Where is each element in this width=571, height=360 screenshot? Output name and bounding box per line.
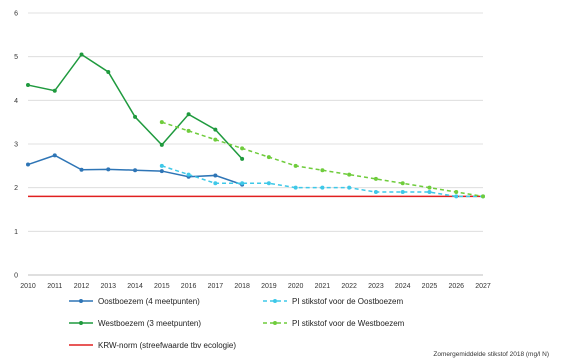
data-point (186, 172, 191, 177)
data-point (106, 167, 111, 172)
series-4 (159, 120, 485, 199)
data-point (159, 142, 164, 147)
y-tick-label: 5 (14, 54, 18, 61)
data-point (320, 185, 325, 190)
data-point (373, 176, 378, 181)
data-point (52, 88, 57, 93)
data-point (240, 156, 245, 161)
legend-label-pi-westboezem: PI stikstof voor de Westboezem (292, 318, 405, 328)
data-point (347, 185, 352, 190)
x-tick-label: 2010 (20, 283, 36, 290)
data-point (186, 112, 191, 117)
legend-krw-norm: KRW-norm (streefwaarde tbv ecologie) (68, 340, 236, 350)
legend-label-pi-oostboezem: PI stikstof voor de Oostboezem (292, 296, 404, 306)
data-point (159, 169, 164, 174)
data-point (320, 168, 325, 173)
y-tick-labels: 0 1 2 3 4 5 6 (14, 11, 18, 280)
x-tick-label: 2027 (475, 283, 491, 290)
x-tick-label: 2019 (261, 283, 277, 290)
data-point (159, 120, 164, 125)
data-point (52, 153, 57, 158)
data-point (106, 69, 111, 74)
x-tick-label: 2017 (208, 283, 224, 290)
x-tick-labels: 2010 2011 2012 2013 2014 2015 2016 2017 2018 2019… (20, 283, 491, 290)
data-point (186, 128, 191, 133)
legend-swatch-krw-norm (68, 340, 94, 350)
data-point (454, 194, 459, 199)
y-tick-label: 1 (14, 229, 18, 236)
data-point (400, 181, 405, 186)
legend-oostboezem: Oostboezem (4 meetpunten) (68, 296, 200, 306)
x-tick-label: 2022 (341, 283, 357, 290)
chart-caption: Zomergemiddelde stikstof 2018 (mg/l N) (433, 351, 549, 358)
data-point (213, 127, 218, 132)
y-tick-label: 0 (14, 273, 18, 280)
data-point (293, 163, 298, 168)
series-line (27, 53, 243, 160)
data-point (347, 172, 352, 177)
x-tick-label: 2024 (395, 283, 411, 290)
data-point (266, 181, 271, 186)
y-tick-label: 6 (14, 11, 18, 18)
x-tick-label: 2018 (234, 283, 250, 290)
x-tick-label: 2012 (74, 283, 90, 290)
data-point (293, 185, 298, 190)
legend-pi-westboezem: PI stikstof voor de Westboezem (262, 318, 404, 328)
x-tick-label: 2021 (315, 283, 331, 290)
x-tick-label: 2023 (368, 283, 384, 290)
data-point (240, 181, 245, 186)
data-point (213, 181, 218, 186)
x-tick-label: 2020 (288, 283, 304, 290)
legend-swatch-pi-oostboezem (262, 296, 288, 306)
x-tick-label: 2026 (448, 283, 464, 290)
legend-label-oostboezem: Oostboezem (4 meetpunten) (98, 296, 200, 306)
legend-swatch-oostboezem (68, 296, 94, 306)
legend-westboezem: Westboezem (3 meetpunten) (68, 318, 201, 328)
data-point (213, 173, 218, 178)
data-point (427, 185, 432, 190)
x-tick-label: 2013 (101, 283, 117, 290)
legend-swatch-westboezem (68, 318, 94, 328)
x-tick-label: 2011 (47, 283, 62, 290)
grid-lines (28, 12, 483, 232)
data-point (79, 52, 84, 57)
y-tick-label: 2 (14, 185, 18, 192)
x-tick-label: 2015 (154, 283, 170, 290)
data-point (133, 168, 138, 173)
data-point (240, 146, 245, 151)
data-point (427, 190, 432, 195)
data-point (266, 155, 271, 160)
series-1 (26, 52, 245, 161)
data-point (26, 83, 30, 88)
data-point (26, 162, 30, 167)
series-line (161, 121, 484, 198)
data-point (454, 190, 459, 195)
legend-label-westboezem: Westboezem (3 meetpunten) (98, 318, 202, 328)
data-point (79, 167, 84, 172)
data-point (159, 163, 164, 168)
y-tick-label: 3 (14, 142, 18, 149)
x-tick-label: 2014 (127, 283, 143, 290)
series-group (26, 52, 485, 199)
data-point (373, 190, 378, 195)
legend-swatch-pi-westboezem (262, 318, 288, 328)
legend-pi-oostboezem: PI stikstof voor de Oostboezem (262, 296, 403, 306)
data-point (400, 190, 405, 195)
y-tick-label: 4 (14, 98, 18, 105)
legend-label-krw-norm: KRW-norm (streefwaarde tbv ecologie) (98, 340, 236, 350)
data-point (213, 137, 218, 142)
x-tick-label: 2025 (422, 283, 438, 290)
x-tick-label: 2016 (181, 283, 197, 290)
data-point (481, 194, 485, 199)
data-point (133, 114, 138, 119)
